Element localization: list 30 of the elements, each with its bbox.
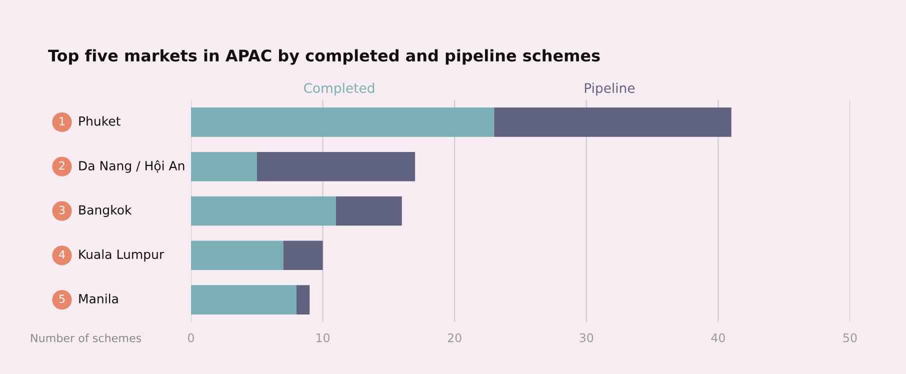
x-tick-label: 10 <box>316 333 330 342</box>
text: 2 <box>59 161 64 170</box>
text: 3 <box>59 206 65 214</box>
bar <box>191 196 336 226</box>
bar <box>283 240 323 270</box>
series-label: Completed <box>304 82 374 96</box>
text: 1 <box>60 117 65 126</box>
text: 5 <box>59 294 65 304</box>
y-tick-label: Kuala Lumpur <box>79 249 164 262</box>
bar <box>191 240 284 270</box>
bar <box>191 285 296 314</box>
x-axis-title: Number of schemes <box>31 334 142 342</box>
y-tick-label: Manila <box>79 294 118 304</box>
y-tick-label: Bangkok <box>79 204 132 218</box>
bar <box>256 152 416 182</box>
series-label: Pipeline <box>584 82 635 96</box>
x-tick-label: 20 <box>448 333 462 342</box>
chart-title: Top five markets in APAC by completed and pipeline schemes <box>48 49 600 65</box>
y-tick-label: Phuket <box>79 116 120 126</box>
bar <box>191 108 494 137</box>
x-tick-label: 30 <box>580 333 594 342</box>
bar <box>494 108 732 137</box>
bar <box>191 152 257 182</box>
x-tick-label: 50 <box>843 333 857 342</box>
bar <box>336 196 402 226</box>
bar <box>296 285 310 314</box>
x-tick-label: 40 <box>711 333 725 342</box>
x-tick-label: 0 <box>188 333 194 342</box>
text: 4 <box>59 250 65 258</box>
y-tick-label: Da Nang / Hội An <box>79 160 184 173</box>
